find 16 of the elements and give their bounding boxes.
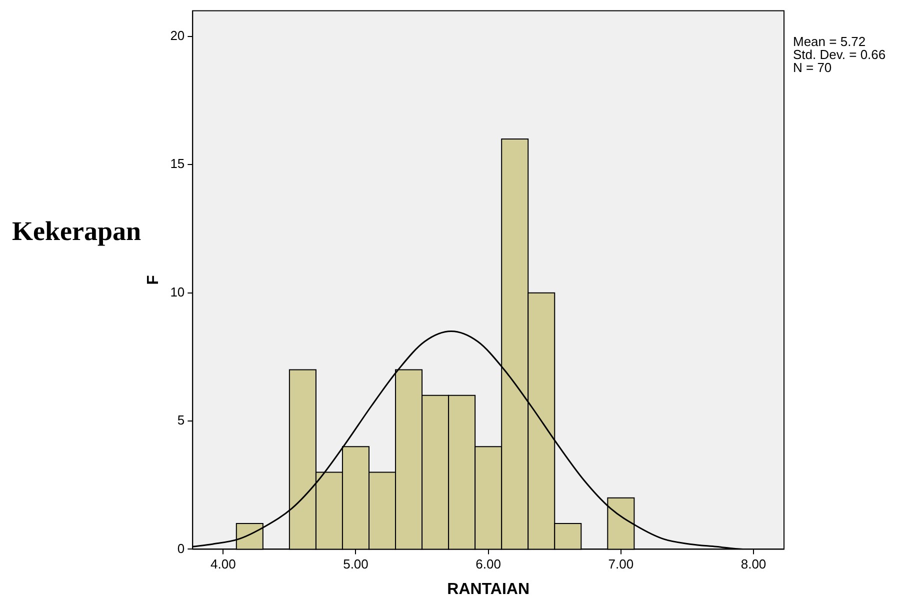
x-tick-label: 8.00 xyxy=(740,556,766,572)
text: Std. Dev. = 0.66 xyxy=(793,47,886,62)
y-tick-label: 5 xyxy=(177,412,185,428)
y-axis-title: F xyxy=(145,274,162,285)
x-tick-label: 5.00 xyxy=(343,556,368,572)
x-tick-label: 4.00 xyxy=(210,556,236,572)
x-axis-title: RANTAIAN xyxy=(447,580,530,598)
text: Kekerapan xyxy=(12,216,142,247)
text: N = 70 xyxy=(793,60,833,75)
y-tick-label: 10 xyxy=(170,284,185,300)
x-tick-label: 6.00 xyxy=(476,556,501,572)
text: Mean = 5.72 xyxy=(793,34,867,49)
y-tick-label: 20 xyxy=(170,28,185,44)
y-tick-label: 0 xyxy=(177,540,185,556)
x-tick-label: 7.00 xyxy=(608,556,634,572)
y-tick-label: 15 xyxy=(170,156,185,172)
